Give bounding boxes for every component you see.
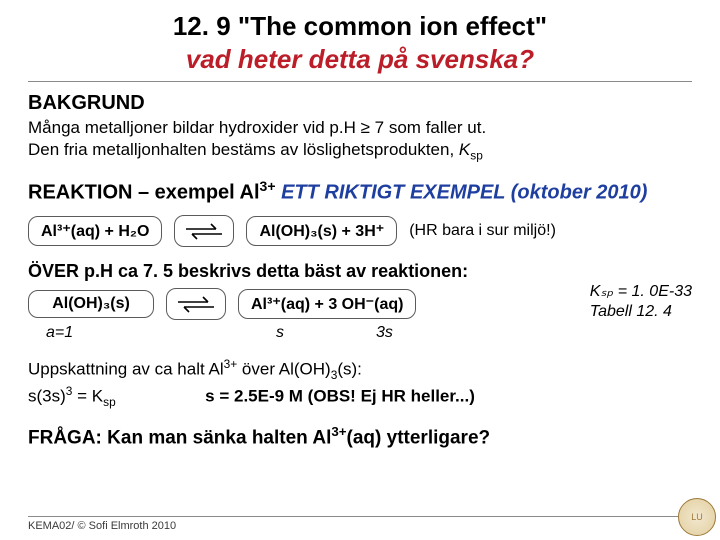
eq1-arrow-box bbox=[174, 215, 234, 247]
geq-symbol: ≥ bbox=[361, 118, 370, 137]
equation-2: Al(OH)₃(s) Al³⁺(aq) + 3 OH⁻(aq) bbox=[28, 288, 578, 320]
reaktion-heading: REAKTION – exempel Al3+ ETT RIKTIGT EXEM… bbox=[28, 178, 692, 205]
bakgrund-l2a: Den fria metalljonhalten bestäms av lösl… bbox=[28, 140, 459, 159]
est-2b: = K bbox=[72, 386, 103, 405]
fraga-sup: 3+ bbox=[331, 424, 346, 439]
slide-footer: KEMA02/ © Sofi Elmroth 2010 bbox=[28, 516, 692, 532]
est-2c: s = 2.5E-9 M (OBS! Ej HR heller...) bbox=[205, 386, 475, 405]
eq2-right-box: Al³⁺(aq) + 3 OH⁻(aq) bbox=[238, 289, 416, 319]
est-1c: (s): bbox=[337, 359, 362, 378]
fraga-line: FRÅGA: Kan man sänka halten Al3+(aq) ytt… bbox=[28, 424, 692, 449]
eq2-arrow-box bbox=[166, 288, 226, 320]
stoich-s: s bbox=[276, 324, 284, 341]
reaktion-prefix: REAKTION – exempel Al bbox=[28, 182, 260, 204]
est-1-sup: 3+ bbox=[224, 357, 238, 371]
footer-text: KEMA02/ © Sofi Elmroth 2010 bbox=[28, 520, 176, 532]
slide-subtitle: vad heter detta på svenska? bbox=[28, 44, 692, 82]
est-1a: Uppskattning av ca halt Al bbox=[28, 359, 224, 378]
ksp-k: K bbox=[459, 140, 470, 159]
over-line: ÖVER p.H ca 7. 5 beskrivs detta bäst av … bbox=[28, 261, 692, 282]
ksp-value: Kₛₚ = 1. 0E-33 bbox=[590, 282, 692, 303]
ksp-table-ref: Tabell 12. 4 bbox=[590, 302, 692, 323]
university-seal-icon: LU bbox=[678, 498, 716, 536]
ksp-info: Kₛₚ = 1. 0E-33 Tabell 12. 4 bbox=[590, 282, 692, 324]
eq1-right-box: Al(OH)₃(s) + 3H⁺ bbox=[246, 216, 397, 246]
bakgrund-l1a: Många metalljoner bildar hydroxider vid … bbox=[28, 118, 361, 137]
est-2-sub: sp bbox=[103, 395, 116, 409]
bakgrund-l1b: 7 som faller ut. bbox=[370, 118, 486, 137]
eq1-note: (HR bara i sur miljö!) bbox=[409, 222, 556, 240]
est-2a: s(3s) bbox=[28, 386, 66, 405]
equilibrium-arrow-icon bbox=[183, 220, 225, 242]
equation-1: Al³⁺(aq) + H₂O Al(OH)₃(s) + 3H⁺ (HR bara… bbox=[28, 215, 692, 247]
bakgrund-heading: BAKGRUND bbox=[28, 92, 692, 115]
eq2-left-box: Al(OH)₃(s) bbox=[28, 290, 154, 318]
reaktion-blue: ETT RIKTIGT EXEMPEL (oktober 2010) bbox=[276, 182, 648, 204]
stoich-3s: 3s bbox=[376, 324, 393, 341]
ksp-sub: sp bbox=[470, 148, 483, 162]
fraga-b: (aq) ytterligare? bbox=[347, 427, 491, 448]
est-1b: över Al(OH) bbox=[237, 359, 331, 378]
equilibrium-arrow-icon bbox=[175, 293, 217, 315]
estimate-block: Uppskattning av ca halt Al3+ över Al(OH)… bbox=[28, 356, 692, 410]
stoichiometry-row: a=1 s 3s bbox=[46, 324, 578, 342]
slide-title: 12. 9 "The common ion effect" bbox=[28, 12, 692, 42]
stoich-a: a=1 bbox=[46, 324, 73, 341]
reaktion-sup: 3+ bbox=[260, 178, 276, 194]
eq1-left-box: Al³⁺(aq) + H₂O bbox=[28, 216, 162, 246]
fraga-a: FRÅGA: Kan man sänka halten Al bbox=[28, 427, 331, 448]
bakgrund-text: Många metalljoner bildar hydroxider vid … bbox=[28, 117, 692, 164]
